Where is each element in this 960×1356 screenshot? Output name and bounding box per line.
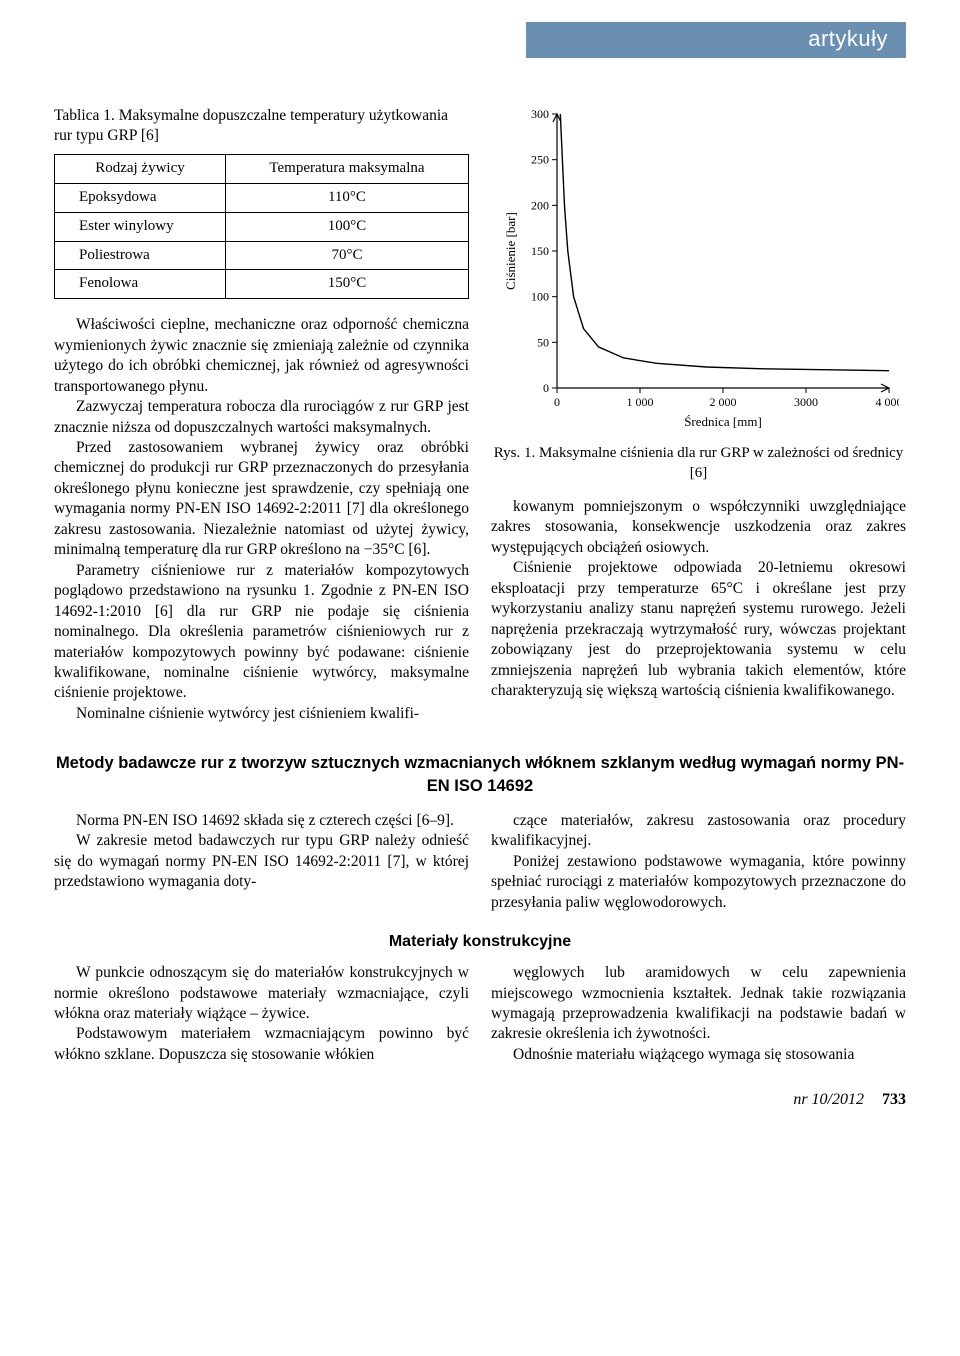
svg-text:Ciśnienie [bar]: Ciśnienie [bar] [503,212,518,290]
table-row: Ester winylowy 100°C [55,212,469,241]
page-number: 733 [882,1091,906,1109]
section-title-methods: Metody badawcze rur z tworzyw sztucznych… [54,752,906,797]
table1-cell: 110°C [225,184,468,213]
table-row: Fenolowa 150°C [55,270,469,299]
section3-right: węglowych lub aramidowych w celu zapewni… [491,963,906,1065]
table-row: Poliestrowa 70°C [55,241,469,270]
table1-cell: Poliestrowa [55,241,226,270]
paragraph: Poniżej zestawiono podstawowe wymagania,… [491,852,906,913]
right-column: 05010015020025030001 0002 00030004 000Śr… [491,106,906,724]
svg-text:50: 50 [537,335,549,349]
table1-cell: Epoksydowa [55,184,226,213]
section-title-materials: Materiały konstrukcyjne [54,933,906,951]
table1-cell: 100°C [225,212,468,241]
paragraph: Norma PN-EN ISO 14692 składa się z czter… [54,811,469,831]
svg-text:2 000: 2 000 [709,395,736,409]
svg-text:200: 200 [531,198,549,212]
section2-right: czące materiałów, zakresu zastosowania o… [491,811,906,913]
table1-cell: Ester winylowy [55,212,226,241]
issue-label: nr 10/2012 [793,1091,864,1109]
page-footer: nr 10/2012 733 [54,1091,906,1109]
paragraph: Podstawowym materiałem wzmacniającym pow… [54,1024,469,1065]
table-row: Rodzaj żywicy Temperatura maksymalna [55,155,469,184]
paragraph: Odnośnie materiału wiążącego wymaga się … [491,1045,906,1065]
paragraph: Nominalne ciśnienie wytwórcy jest ciśnie… [54,704,469,724]
table1-header-0: Rodzaj żywicy [55,155,226,184]
table1-caption: Tablica 1. Maksymalne dopuszczalne tempe… [54,106,469,146]
table1-cell: 70°C [225,241,468,270]
paragraph: Właściwości cieplne, mechaniczne oraz od… [54,315,469,397]
header-band: artykuły [526,22,906,58]
paragraph: Parametry ciśnieniowe rur z materiałów k… [54,561,469,704]
paragraph: kowanym pomniejszonym o współczynniki uw… [491,497,906,558]
figure-1: 05010015020025030001 0002 00030004 000Śr… [491,106,906,436]
table1: Rodzaj żywicy Temperatura maksymalna Epo… [54,154,469,299]
paragraph: czące materiałów, zakresu zastosowania o… [491,811,906,852]
paragraph: Przed zastosowaniem wybranej żywicy oraz… [54,438,469,561]
table1-header-1: Temperatura maksymalna [225,155,468,184]
paragraph: Zazwyczaj temperatura robocza dla ruroci… [54,397,469,438]
svg-text:Średnica [mm]: Średnica [mm] [684,414,762,429]
table-row: Epoksydowa 110°C [55,184,469,213]
paragraph: węglowych lub aramidowych w celu zapewni… [491,963,906,1045]
svg-text:250: 250 [531,153,549,167]
section2-left: Norma PN-EN ISO 14692 składa się z czter… [54,811,469,913]
table1-cell: 150°C [225,270,468,299]
svg-text:150: 150 [531,244,549,258]
svg-text:4 000: 4 000 [875,395,899,409]
header-label: artykuły [808,26,888,52]
section3-left: W punkcie odnoszącym się do materiałów k… [54,963,469,1065]
svg-text:300: 300 [531,107,549,121]
paragraph: Ciśnienie projektowe odpowiada 20-letnie… [491,558,906,701]
svg-text:3000: 3000 [794,395,818,409]
pressure-chart: 05010015020025030001 0002 00030004 000Śr… [499,106,899,436]
svg-text:0: 0 [554,395,560,409]
svg-text:0: 0 [543,381,549,395]
left-column: Tablica 1. Maksymalne dopuszczalne tempe… [54,106,469,724]
svg-text:1 000: 1 000 [626,395,653,409]
section2-body: Norma PN-EN ISO 14692 składa się z czter… [54,811,906,913]
figure-1-caption: Rys. 1. Maksymalne ciśnienia dla rur GRP… [491,444,906,483]
paragraph: W zakresie metod badawczych rur typu GRP… [54,831,469,892]
section3-body: W punkcie odnoszącym się do materiałów k… [54,963,906,1065]
svg-text:100: 100 [531,290,549,304]
table1-cell: Fenolowa [55,270,226,299]
paragraph: W punkcie odnoszącym się do materiałów k… [54,963,469,1024]
